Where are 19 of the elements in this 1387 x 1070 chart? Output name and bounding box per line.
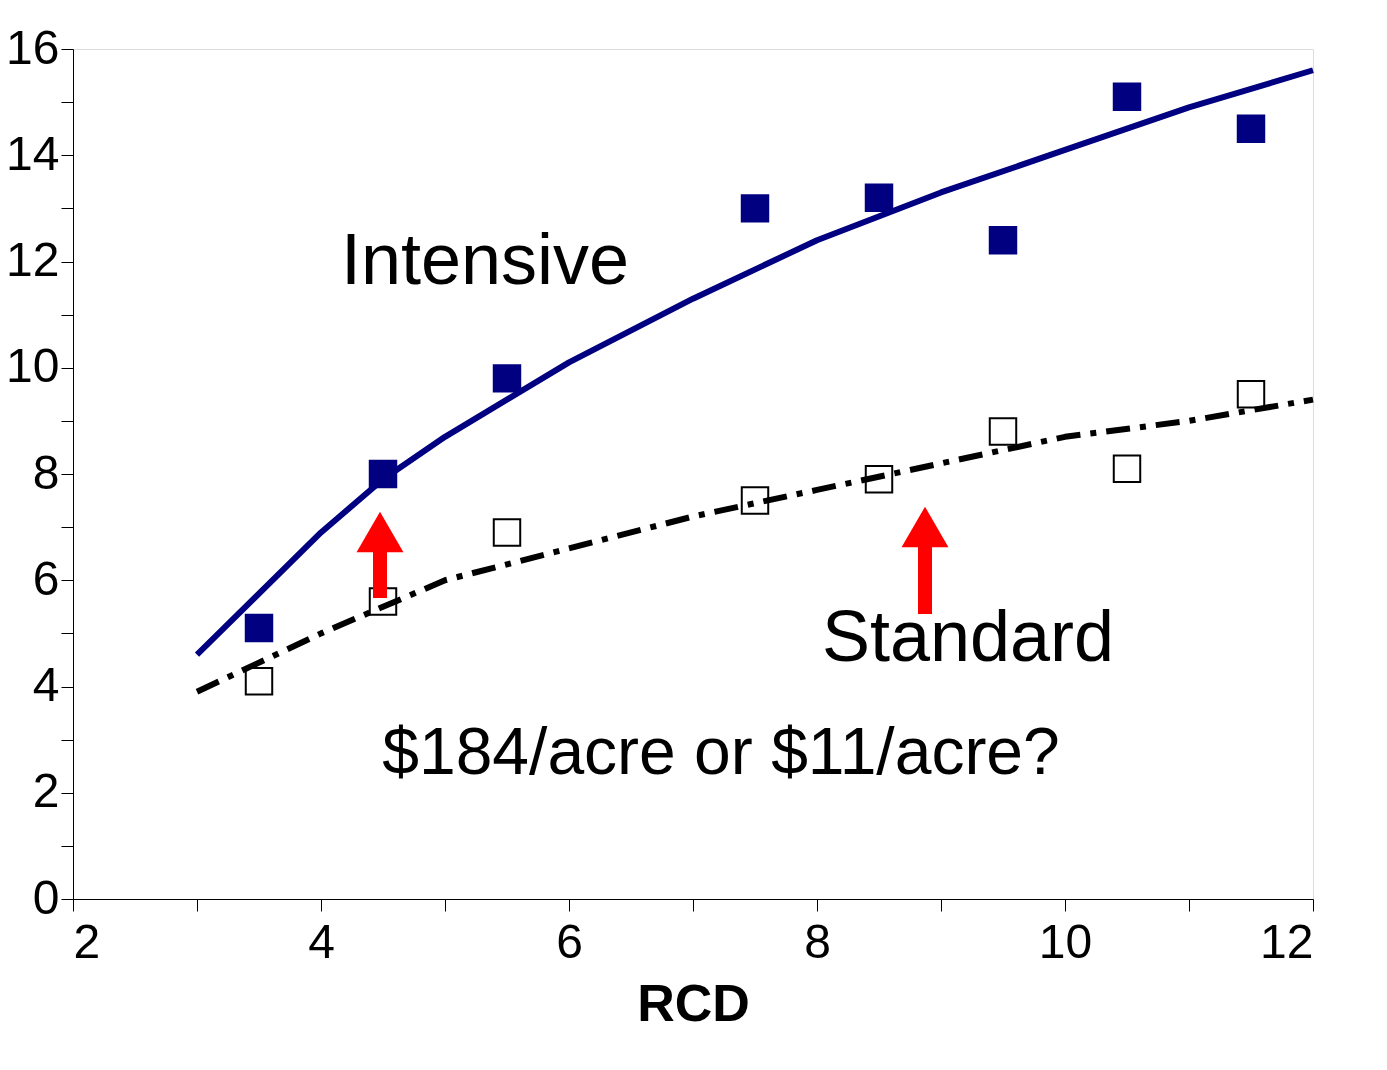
y-tick-label: 4 xyxy=(32,658,60,711)
y-tick-label: 2 xyxy=(32,764,60,818)
x-axis-title: RCD xyxy=(637,973,750,1032)
x-tick-label: 2 xyxy=(73,914,101,968)
y-tick-label: 12 xyxy=(6,233,60,286)
y-tick-label: 16 xyxy=(6,20,60,74)
x-tick-label: 12 xyxy=(1260,914,1314,968)
y-tick-label: 10 xyxy=(6,339,60,393)
series-label: Standard xyxy=(821,596,1115,676)
y-tick-label: 14 xyxy=(6,126,60,180)
x-tick-label: 8 xyxy=(804,914,831,968)
y-tick-label: 0 xyxy=(32,870,60,924)
y-tick-label: 8 xyxy=(32,445,60,499)
series-label: Intensive xyxy=(340,219,630,299)
y-tick-label: 6 xyxy=(32,551,60,605)
x-tick-label: 10 xyxy=(1038,914,1093,968)
x-tick-label: 4 xyxy=(308,914,335,968)
x-tick-label: 6 xyxy=(556,914,583,968)
annotation: $184/acre or $11/acre? xyxy=(382,714,1060,788)
